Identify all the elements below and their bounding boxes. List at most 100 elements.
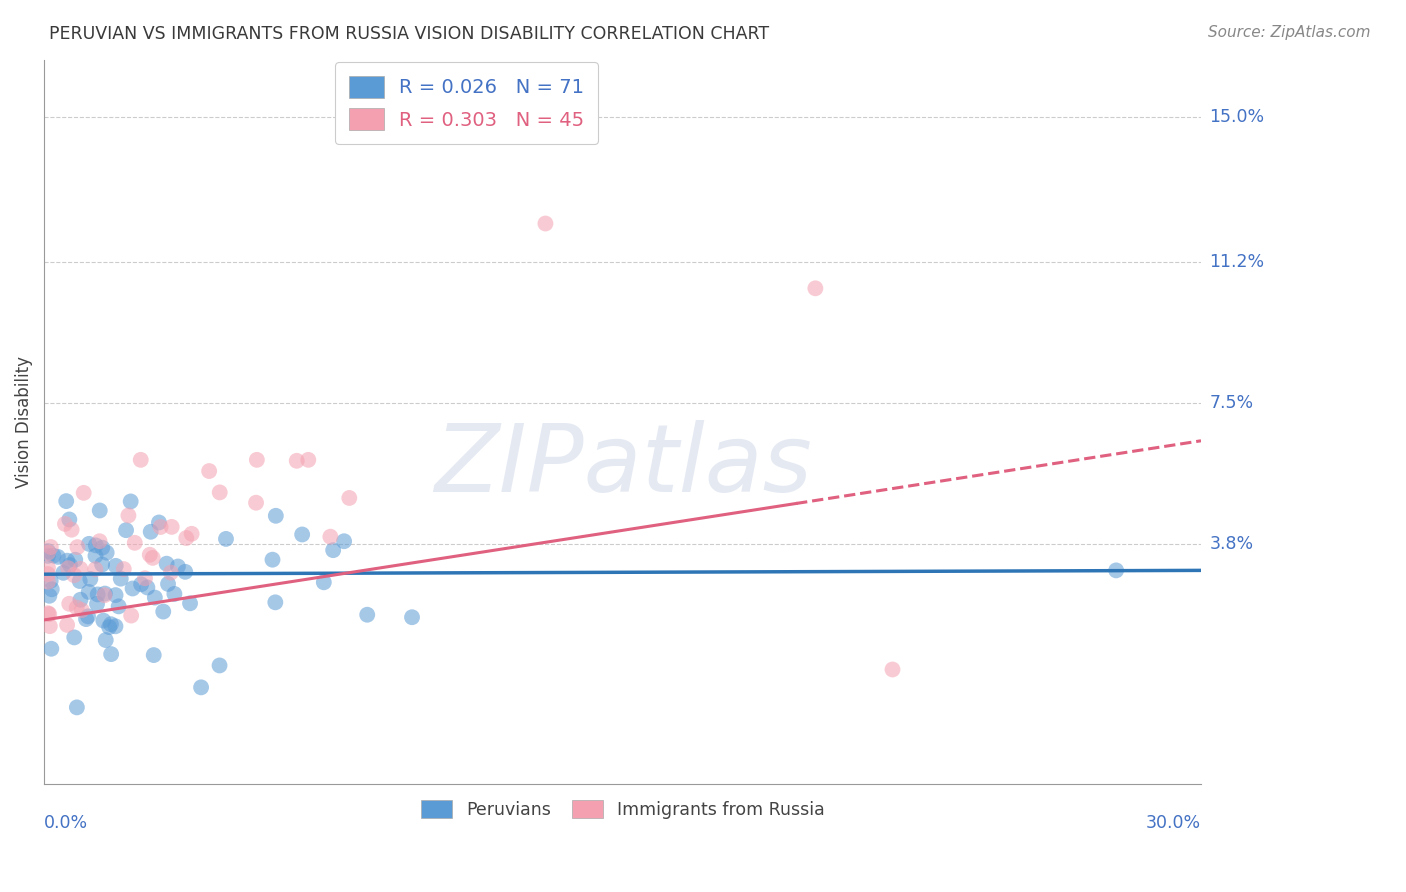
Point — [160, 566, 183, 580]
Point — [285, 454, 308, 468]
Point — [264, 595, 287, 609]
Point — [208, 485, 231, 500]
Point — [333, 534, 356, 549]
Point — [91, 541, 114, 555]
Point — [89, 503, 111, 517]
Point — [208, 658, 231, 673]
Point — [77, 609, 100, 624]
Point — [180, 526, 202, 541]
Point — [73, 486, 96, 500]
Point — [38, 589, 60, 603]
Point — [60, 523, 83, 537]
Point — [66, 700, 89, 714]
Point — [149, 520, 172, 534]
Point — [160, 520, 183, 534]
Point — [93, 614, 115, 628]
Point — [46, 549, 69, 564]
Point — [262, 552, 284, 566]
Point — [79, 572, 101, 586]
Point — [69, 592, 91, 607]
Point — [53, 516, 76, 531]
Point — [38, 607, 60, 622]
Point — [89, 534, 111, 549]
Point — [52, 566, 75, 580]
Point — [104, 558, 127, 573]
Point — [84, 549, 107, 563]
Point — [291, 527, 314, 541]
Point — [120, 494, 142, 508]
Point — [77, 537, 100, 551]
Text: 11.2%: 11.2% — [1209, 252, 1264, 270]
Text: 30.0%: 30.0% — [1146, 814, 1201, 832]
Point — [142, 648, 165, 662]
Point — [121, 582, 143, 596]
Point — [39, 540, 62, 554]
Point — [37, 544, 59, 558]
Point — [215, 532, 238, 546]
Point — [134, 571, 156, 585]
Text: PERUVIAN VS IMMIGRANTS FROM RUSSIA VISION DISABILITY CORRELATION CHART: PERUVIAN VS IMMIGRANTS FROM RUSSIA VISIO… — [49, 25, 769, 43]
Point — [157, 577, 180, 591]
Point — [1105, 563, 1128, 577]
Point — [174, 531, 197, 545]
Point — [356, 607, 378, 622]
Point — [37, 606, 59, 620]
Text: 7.5%: 7.5% — [1209, 393, 1254, 412]
Point — [39, 574, 62, 588]
Point — [91, 558, 114, 572]
Point — [58, 512, 80, 526]
Point — [104, 619, 127, 633]
Point — [56, 618, 79, 632]
Point — [534, 217, 557, 231]
Point — [198, 464, 221, 478]
Point — [63, 568, 86, 582]
Point — [174, 565, 197, 579]
Point — [37, 549, 59, 563]
Point — [143, 591, 166, 605]
Point — [58, 597, 80, 611]
Text: 0.0%: 0.0% — [44, 814, 89, 832]
Point — [120, 608, 142, 623]
Point — [179, 596, 201, 610]
Text: Source: ZipAtlas.com: Source: ZipAtlas.com — [1208, 25, 1371, 40]
Point — [56, 561, 79, 575]
Point — [115, 523, 138, 537]
Point — [96, 546, 118, 560]
Point — [107, 599, 129, 614]
Point — [117, 508, 139, 523]
Point — [882, 663, 904, 677]
Text: 3.8%: 3.8% — [1209, 534, 1254, 553]
Point — [55, 494, 77, 508]
Point — [167, 559, 190, 574]
Point — [59, 558, 82, 572]
Point — [100, 617, 122, 632]
Point — [246, 453, 269, 467]
Y-axis label: Vision Disability: Vision Disability — [15, 356, 32, 488]
Point — [37, 574, 59, 589]
Point — [110, 572, 132, 586]
Point — [94, 633, 117, 648]
Point — [37, 561, 59, 575]
Point — [297, 453, 319, 467]
Point — [56, 554, 79, 568]
Point — [65, 553, 87, 567]
Point — [129, 577, 152, 591]
Point — [93, 588, 115, 602]
Point — [41, 641, 63, 656]
Point — [139, 524, 162, 539]
Point — [63, 631, 86, 645]
Point — [148, 516, 170, 530]
Point — [86, 597, 108, 611]
Point — [163, 587, 186, 601]
Point — [66, 540, 89, 554]
Point — [69, 574, 91, 588]
Point — [129, 453, 152, 467]
Point — [84, 538, 107, 552]
Point — [98, 620, 121, 634]
Point — [77, 585, 100, 599]
Point — [66, 600, 89, 615]
Point — [37, 567, 59, 582]
Point — [70, 603, 93, 617]
Legend: Peruvians, Immigrants from Russia: Peruvians, Immigrants from Russia — [413, 793, 831, 826]
Point — [41, 582, 63, 597]
